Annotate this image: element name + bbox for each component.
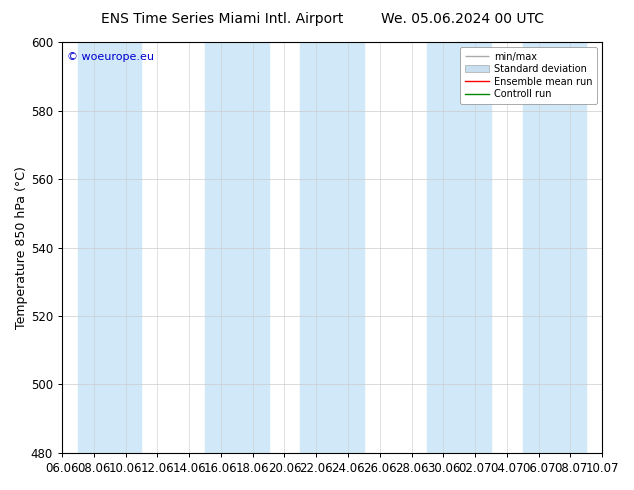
Y-axis label: Temperature 850 hPa (°C): Temperature 850 hPa (°C) bbox=[15, 166, 28, 329]
Bar bbox=[523, 42, 586, 453]
Bar bbox=[301, 42, 364, 453]
Text: ENS Time Series Miami Intl. Airport: ENS Time Series Miami Intl. Airport bbox=[101, 12, 343, 26]
Legend: min/max, Standard deviation, Ensemble mean run, Controll run: min/max, Standard deviation, Ensemble me… bbox=[460, 47, 597, 104]
Bar bbox=[78, 42, 141, 453]
Bar bbox=[427, 42, 491, 453]
Text: We. 05.06.2024 00 UTC: We. 05.06.2024 00 UTC bbox=[381, 12, 545, 26]
Text: © woeurope.eu: © woeurope.eu bbox=[67, 52, 155, 62]
Bar bbox=[205, 42, 269, 453]
